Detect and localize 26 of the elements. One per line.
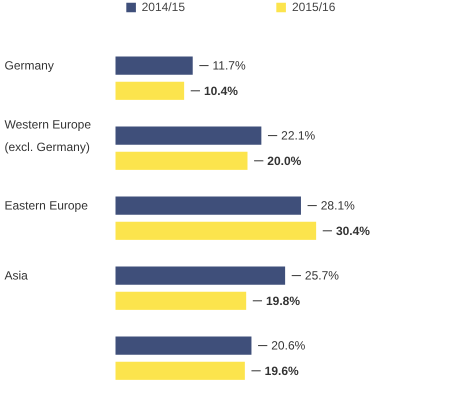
data-label: 30.4% — [336, 224, 370, 238]
legend-label: 2014/15 — [142, 0, 185, 14]
data-label: 11.7% — [212, 58, 246, 73]
y-tick-label: Asia — [4, 268, 28, 283]
bar — [116, 152, 248, 170]
bar — [116, 336, 252, 355]
data-label: 25.7% — [304, 268, 340, 283]
data-label: 10.4% — [204, 84, 238, 98]
bar — [116, 126, 262, 145]
bar — [116, 82, 184, 100]
y-tick-label: Western Europe (excl. Germany) — [4, 117, 92, 154]
bar — [116, 196, 301, 215]
data-label: 20.6% — [271, 338, 306, 353]
bar — [116, 56, 193, 75]
data-label: 19.6% — [264, 364, 300, 378]
data-label: 20.0% — [267, 154, 302, 168]
bar — [116, 292, 246, 310]
data-label: 28.1% — [320, 198, 356, 213]
data-label: 22.1% — [281, 128, 316, 143]
legend-label: 2015/16 — [292, 0, 336, 14]
data-label: 19.8% — [266, 294, 300, 308]
y-tick-label: Germany — [4, 58, 54, 73]
bar — [116, 266, 286, 285]
bar — [116, 222, 316, 240]
bar — [116, 362, 245, 380]
y-tick-label: Eastern Europe — [4, 198, 88, 213]
